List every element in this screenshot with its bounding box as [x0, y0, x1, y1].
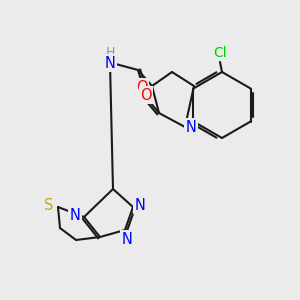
Text: Cl: Cl — [213, 46, 227, 60]
Text: N: N — [135, 197, 146, 212]
Text: H: H — [105, 46, 115, 59]
Text: N: N — [186, 119, 196, 134]
Text: S: S — [44, 197, 54, 212]
Text: N: N — [105, 56, 116, 70]
Text: N: N — [70, 208, 80, 223]
Text: O: O — [140, 88, 152, 103]
Text: O: O — [136, 80, 148, 94]
Text: N: N — [122, 232, 132, 247]
